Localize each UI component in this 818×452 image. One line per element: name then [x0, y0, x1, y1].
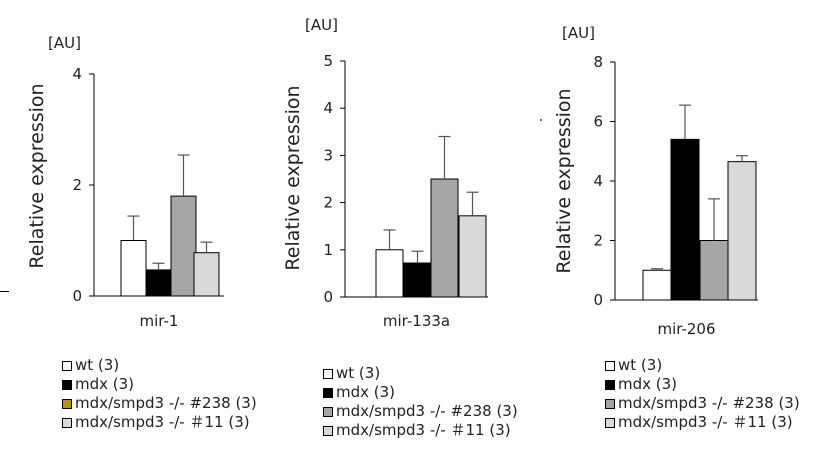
- y-axis-label-mir-1: Relative expression: [26, 83, 48, 268]
- legend-label: mdx/smpd3 -/- ＃11 (3): [618, 413, 793, 431]
- unit-label-mir-206: [AU]: [562, 24, 595, 42]
- legend-label: mdx/smpd3 -/- ＃11 (3): [336, 421, 511, 439]
- unit-label-mir-133a: [AU]: [305, 16, 338, 34]
- legend-label: mdx/smpd3 -/- ＃11 (3): [75, 413, 250, 431]
- legend-label: mdx/smpd3 -/- #238 (3): [336, 402, 518, 420]
- legend-swatch: [62, 360, 72, 371]
- unit-label-mir-1: [AU]: [48, 34, 81, 52]
- bar-mir-1-mdx-3: [145, 269, 172, 297]
- x-category-label-mir-1: mir-1: [140, 312, 179, 330]
- legend-item: mdx/smpd3 -/- #238 (3): [605, 394, 800, 413]
- legend-swatch: [605, 398, 615, 409]
- legend-item: wt (3): [605, 356, 800, 375]
- legend-label: wt (3): [618, 356, 663, 374]
- y-tick-label-mir-133a: 4: [323, 99, 333, 117]
- legend-item: mdx (3): [323, 383, 518, 402]
- y-axis-label-mir-133a: Relative expression: [282, 85, 304, 270]
- legend-swatch: [605, 379, 615, 390]
- bar-mir-1-wt-3: [120, 240, 147, 297]
- legend-item: wt (3): [323, 364, 518, 383]
- legend-item: mdx/smpd3 -/- ＃11 (3): [323, 421, 518, 440]
- y-tick-label-mir-133a: 1: [323, 241, 333, 259]
- y-tick-label-mir-1: 4: [72, 65, 82, 83]
- bar-mir-1-mdx-smpd3-11-3: [193, 252, 220, 297]
- y-tick-label-mir-1: 0: [72, 287, 82, 305]
- legend-item: wt (3): [62, 356, 257, 375]
- legend-item: mdx/smpd3 -/- #238 (3): [323, 402, 518, 421]
- x-category-label-mir-133a: mir-133a: [383, 312, 450, 330]
- y-tick-label-mir-133a: 0: [323, 288, 333, 306]
- y-tick-label-mir-133a: 3: [323, 146, 333, 164]
- bar-mir-206-mdx-3: [670, 138, 700, 301]
- legend-item: mdx/smpd3 -/- ＃11 (3): [62, 413, 257, 432]
- legend-label: mdx (3): [618, 375, 678, 393]
- bar-mir-206-wt-3: [642, 269, 672, 301]
- legend-item: mdx (3): [605, 375, 800, 394]
- y-axis-label-mir-206: Relative expression: [553, 88, 575, 273]
- y-tick-label-mir-206: 6: [593, 113, 603, 131]
- legend-swatch: [605, 360, 615, 371]
- stray-dot-mark: [540, 119, 542, 121]
- y-tick-label-mir-206: 0: [593, 291, 603, 309]
- legend-mir-206: wt (3) mdx (3) mdx/smpd3 -/- #238 (3) mdx/s…: [605, 356, 800, 432]
- y-tick-label-mir-133a: 2: [323, 194, 333, 212]
- legend-label: wt (3): [336, 364, 381, 382]
- legend-item: mdx (3): [62, 375, 257, 394]
- legend-swatch: [605, 417, 615, 428]
- legend-item: mdx/smpd3 -/- #238 (3): [62, 394, 257, 413]
- bar-mir-133a-mdx-smpd3-238-3: [430, 178, 459, 298]
- y-tick-label-mir-206: 4: [593, 172, 603, 190]
- legend-swatch: [323, 406, 333, 417]
- legend-mir-1: wt (3) mdx (3) mdx/smpd3 -/- #238 (3) mdx/s…: [62, 356, 257, 432]
- bar-mir-133a-mdx-3: [403, 262, 432, 298]
- legend-swatch: [62, 398, 72, 409]
- legend-swatch: [323, 387, 333, 398]
- legend-swatch: [62, 379, 72, 390]
- legend-swatch: [323, 368, 333, 379]
- legend-swatch: [323, 425, 333, 436]
- legend-mir-133a: wt (3) mdx (3) mdx/smpd3 -/- #238 (3) mdx/s…: [323, 364, 518, 440]
- edge-dash-mark: [0, 291, 9, 292]
- legend-label: wt (3): [75, 356, 120, 374]
- legend-swatch: [62, 417, 72, 428]
- bar-mir-206-mdx-smpd3-238-3: [699, 240, 729, 301]
- y-tick-label-mir-1: 2: [72, 176, 82, 194]
- legend-label: mdx (3): [75, 375, 135, 393]
- y-tick-label-mir-206: 8: [593, 53, 603, 71]
- y-tick-label-mir-206: 2: [593, 232, 603, 250]
- y-tick-label-mir-133a: 5: [323, 52, 333, 70]
- bar-mir-133a-mdx-smpd3-11-3: [458, 215, 487, 298]
- legend-label: mdx (3): [336, 383, 396, 401]
- bar-mir-133a-wt-3: [375, 249, 404, 298]
- bar-mir-1-mdx-smpd3-238-3: [170, 195, 197, 297]
- x-category-label-mir-206: mir-206: [657, 320, 715, 338]
- legend-label: mdx/smpd3 -/- #238 (3): [75, 394, 257, 412]
- bar-mir-206-mdx-smpd3-11-3: [727, 161, 757, 301]
- legend-label: mdx/smpd3 -/- #238 (3): [618, 394, 800, 412]
- legend-item: mdx/smpd3 -/- ＃11 (3): [605, 413, 800, 432]
